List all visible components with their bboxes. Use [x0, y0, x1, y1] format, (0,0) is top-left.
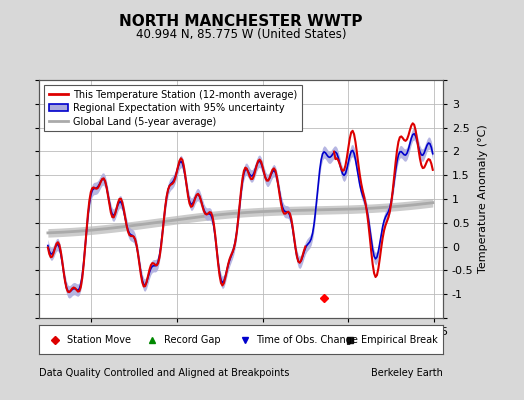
Text: Data Quality Controlled and Aligned at Breakpoints: Data Quality Controlled and Aligned at B… [39, 368, 290, 378]
Text: Time of Obs. Change: Time of Obs. Change [256, 334, 358, 344]
Text: 40.994 N, 85.775 W (United States): 40.994 N, 85.775 W (United States) [136, 28, 346, 41]
Text: NORTH MANCHESTER WWTP: NORTH MANCHESTER WWTP [119, 14, 363, 29]
Text: Berkeley Earth: Berkeley Earth [371, 368, 443, 378]
Text: Empirical Break: Empirical Break [361, 334, 438, 344]
Text: Record Gap: Record Gap [163, 334, 220, 344]
Text: Station Move: Station Move [67, 334, 130, 344]
Y-axis label: Temperature Anomaly (°C): Temperature Anomaly (°C) [477, 125, 488, 273]
Legend: This Temperature Station (12-month average), Regional Expectation with 95% uncer: This Temperature Station (12-month avera… [44, 85, 302, 131]
